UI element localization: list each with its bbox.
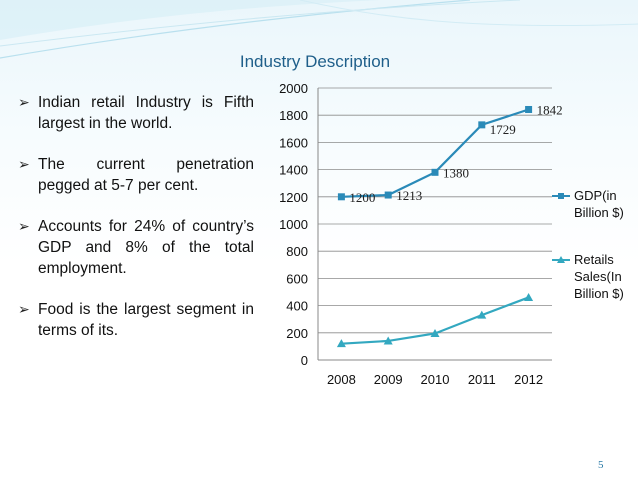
x-tick-label: 2009 — [374, 372, 403, 387]
data-point — [477, 310, 487, 319]
bullet-text: Food is the largest segment in terms of … — [38, 301, 254, 339]
y-tick-label: 1600 — [279, 135, 308, 150]
bullet-item: ➢ Indian retail Industry is Fifth larges… — [18, 92, 254, 134]
data-point — [383, 336, 393, 345]
y-tick-label: 200 — [286, 326, 308, 341]
y-tick-label: 1200 — [279, 190, 308, 205]
data-point — [478, 121, 486, 129]
bullet-text: The current penetration pegged at 5-7 pe… — [38, 156, 254, 194]
data-label: 1213 — [396, 188, 422, 203]
y-tick-label: 1400 — [279, 163, 308, 178]
line-chart: 0 200 400 600 800 1000 1200 1400 1600 1800 2000 200… — [279, 81, 624, 387]
bullet-list: ➢ Indian retail Industry is Fifth larges… — [18, 92, 254, 361]
bullet-text: Accounts for 24% of country’s GDP and 8%… — [38, 218, 254, 277]
data-point — [430, 328, 440, 337]
data-point — [525, 105, 533, 113]
x-tick-label: 2010 — [421, 372, 450, 387]
y-tick-label: 0 — [301, 353, 308, 368]
arrow-bullet-icon: ➢ — [18, 301, 30, 317]
legend-label: Billion $) — [574, 286, 624, 301]
bullet-item: ➢ Food is the largest segment in terms o… — [18, 299, 254, 341]
data-point — [336, 339, 346, 348]
arrow-bullet-icon: ➢ — [18, 94, 30, 110]
bullet-item: ➢ Accounts for 24% of country’s GDP and … — [18, 216, 254, 279]
legend-label: Retails — [574, 252, 614, 267]
legend-marker — [558, 193, 564, 199]
legend-label: Sales(In — [574, 269, 622, 284]
legend-marker — [557, 256, 565, 263]
data-point — [384, 191, 392, 199]
page-number: 5 — [598, 459, 604, 471]
slide-title: Industry Description — [239, 52, 391, 71]
y-tick-label: 600 — [286, 271, 308, 286]
data-point — [431, 168, 439, 176]
legend-label: Billion $) — [574, 205, 624, 220]
x-tick-label: 2012 — [514, 372, 543, 387]
bullet-text: Indian retail Industry is Fifth largest … — [38, 94, 254, 132]
x-tick-label: 2008 — [327, 372, 356, 387]
data-label: 1380 — [443, 165, 469, 180]
y-tick-label: 800 — [286, 244, 308, 259]
y-tick-label: 1000 — [279, 217, 308, 232]
legend-label: GDP(in — [574, 188, 617, 203]
x-tick-label: 2011 — [468, 372, 496, 387]
arrow-bullet-icon: ➢ — [18, 156, 30, 172]
data-label: 1842 — [537, 102, 563, 117]
y-tick-label: 2000 — [279, 81, 308, 96]
data-point — [337, 193, 345, 201]
arrow-bullet-icon: ➢ — [18, 218, 30, 234]
y-tick-label: 1800 — [279, 108, 308, 123]
bullet-item: ➢ The current penetration pegged at 5-7 … — [18, 154, 254, 196]
decorative-swoosh — [0, 0, 638, 59]
data-label: 1729 — [490, 122, 516, 137]
data-point — [524, 292, 534, 301]
data-label: 1200 — [349, 190, 375, 205]
y-tick-label: 400 — [286, 299, 308, 314]
